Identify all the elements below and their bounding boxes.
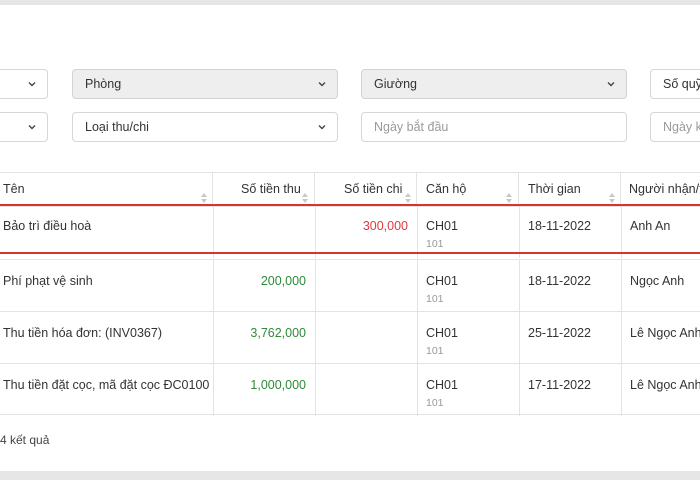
chevron-down-icon: [27, 122, 37, 132]
sort-icon[interactable]: [301, 184, 309, 203]
transaction-type-label: Loại thu/chi: [85, 120, 149, 134]
column-header-label: Tên: [3, 182, 25, 196]
transactions-table: Tên Số tiền thu Số tiền chi Căn hộ Thời …: [0, 172, 700, 416]
table-row[interactable]: Thu tiền đặt cọc, mã đặt cọc ĐC0100 1,00…: [0, 363, 700, 416]
chevron-down-icon: [317, 79, 327, 89]
bed-select[interactable]: Giường: [361, 69, 627, 99]
bed-select-label: Giường: [374, 77, 417, 91]
column-header-label: Thời gian: [528, 182, 581, 196]
row-room-number: 101: [426, 293, 444, 305]
row-apartment: CH01: [426, 326, 458, 340]
column-header-label: Số tiền chi: [344, 182, 403, 196]
result-count: 4 kết quả: [0, 433, 50, 447]
table-row[interactable]: Phí phạt vệ sinh 200,000 CH01 101 18-11-…: [0, 259, 700, 311]
column-header-label: Số tiền thu: [241, 182, 301, 196]
row-recipient: Lê Ngọc Anh: [630, 378, 700, 392]
finance-panel: Phòng Giường Số quỹ Loại thu/chi Ngày bắ…: [0, 5, 700, 471]
chevron-down-icon: [317, 122, 327, 132]
table-row[interactable]: Thu tiền hóa đơn: (INV0367) 3,762,000 CH…: [0, 311, 700, 364]
row-name: Phí phạt vệ sinh: [3, 274, 93, 288]
row-recipient: Anh An: [630, 219, 671, 233]
fund-number-select[interactable]: Số quỹ: [650, 69, 700, 99]
row-room-number: 101: [426, 397, 444, 409]
filter-select-1[interactable]: [0, 69, 48, 99]
sort-icon[interactable]: [404, 184, 412, 203]
start-date-placeholder: Ngày bắt đầu: [374, 120, 449, 134]
sort-icon[interactable]: [200, 184, 208, 203]
row-room-number: 101: [426, 345, 444, 357]
row-apartment: CH01: [426, 274, 458, 288]
room-select-label: Phòng: [85, 77, 122, 91]
column-header-label: Căn hộ: [426, 182, 467, 196]
row-recipient: Lê Ngọc Anh: [630, 326, 700, 340]
row-income: 3,762,000: [250, 326, 306, 340]
row-apartment: CH01: [426, 219, 458, 233]
sort-icon[interactable]: [505, 184, 513, 203]
chevron-down-icon: [27, 79, 37, 89]
row-income: 1,000,000: [250, 378, 306, 392]
start-date-input[interactable]: Ngày bắt đầu: [361, 112, 627, 142]
column-header-recipient[interactable]: Người nhận/t: [621, 173, 700, 206]
column-header-label: Người nhận/t: [629, 182, 700, 196]
row-date: 18-11-2022: [528, 219, 592, 233]
row-date: 25-11-2022: [528, 326, 592, 340]
row-apartment: CH01: [426, 378, 458, 392]
end-date-placeholder: Ngày kết: [663, 120, 700, 134]
table-row[interactable]: Bảo trì điều hoà 300,000 CH01 101 18-11-…: [0, 206, 700, 258]
room-select[interactable]: Phòng: [72, 69, 338, 99]
column-header-expense[interactable]: Số tiền chi: [315, 173, 417, 206]
row-date: 18-11-2022: [528, 274, 592, 288]
transaction-type-select[interactable]: Loại thu/chi: [72, 112, 338, 142]
column-header-name[interactable]: Tên: [0, 173, 213, 206]
row-expense: 300,000: [362, 219, 408, 233]
column-header-apartment[interactable]: Căn hộ: [417, 173, 519, 206]
fund-number-label: Số quỹ: [663, 77, 700, 91]
row-income: 200,000: [260, 274, 306, 288]
row-room-number: 101: [426, 238, 444, 250]
end-date-input[interactable]: Ngày kết: [650, 112, 700, 142]
row-name: Thu tiền đặt cọc, mã đặt cọc ĐC0100: [3, 378, 210, 392]
filter-select-2[interactable]: [0, 112, 48, 142]
row-date: 17-11-2022: [528, 378, 592, 392]
column-header-income[interactable]: Số tiền thu: [213, 173, 315, 206]
row-name: Thu tiền hóa đơn: (INV0367): [3, 326, 162, 340]
chevron-down-icon: [606, 79, 616, 89]
column-header-time[interactable]: Thời gian: [519, 173, 621, 206]
row-name: Bảo trì điều hoà: [3, 219, 92, 233]
row-recipient: Ngọc Anh: [630, 274, 685, 288]
sort-icon[interactable]: [608, 184, 616, 203]
